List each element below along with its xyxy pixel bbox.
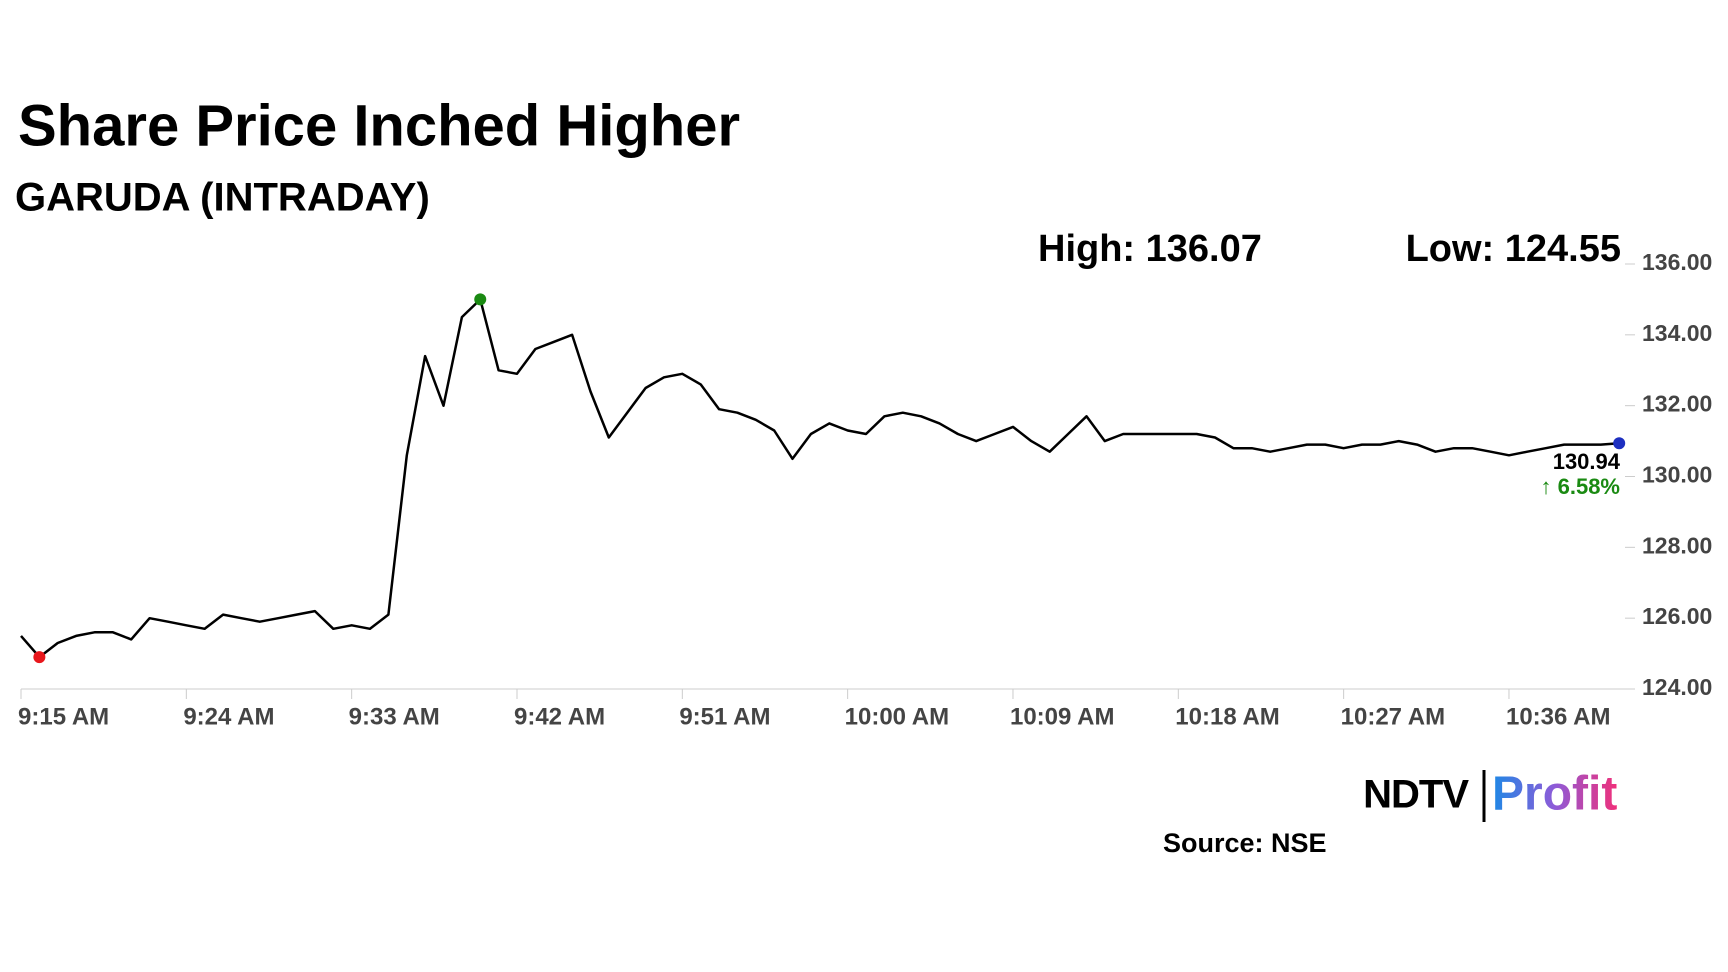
x-tick-label: 10:18 AM — [1175, 703, 1279, 730]
last-value-label: 130.94 — [1553, 449, 1621, 474]
last-marker — [1613, 437, 1626, 450]
y-tick-label: 132.00 — [1642, 391, 1712, 417]
low-annotation: Low: 124.55 — [1406, 228, 1621, 270]
logo-product: Profit — [1492, 768, 1617, 821]
x-tick-label: 10:36 AM — [1506, 703, 1610, 730]
logo-brand: NDTV — [1363, 773, 1469, 817]
x-tick-label: 10:00 AM — [845, 703, 949, 730]
x-tick-label: 9:15 AM — [18, 703, 109, 730]
x-tick-label: 9:51 AM — [679, 703, 770, 730]
y-tick-label: 124.00 — [1642, 674, 1712, 700]
change-label: ↑ 6.58% — [1541, 474, 1621, 499]
y-tick-label: 134.00 — [1642, 320, 1712, 346]
y-tick-label: 128.00 — [1642, 532, 1712, 558]
price-line — [20, 298, 1620, 659]
low-marker — [33, 651, 46, 664]
y-tick-label: 136.00 — [1642, 249, 1712, 275]
y-tick-label: 126.00 — [1642, 603, 1712, 629]
x-tick-label: 10:27 AM — [1341, 703, 1445, 730]
x-tick-label: 9:24 AM — [183, 703, 274, 730]
source: Source: NSE — [1163, 828, 1327, 858]
x-tick-label: 9:42 AM — [514, 703, 605, 730]
high-marker — [474, 293, 487, 306]
high-annotation: High: 136.07 — [1038, 228, 1262, 270]
x-tick-label: 9:33 AM — [349, 703, 440, 730]
x-tick-label: 10:09 AM — [1010, 703, 1114, 730]
chart-subtitle: GARUDA (INTRADAY) — [15, 176, 430, 220]
y-tick-label: 130.00 — [1642, 462, 1712, 488]
chart-title: Share Price Inched Higher — [18, 93, 740, 158]
